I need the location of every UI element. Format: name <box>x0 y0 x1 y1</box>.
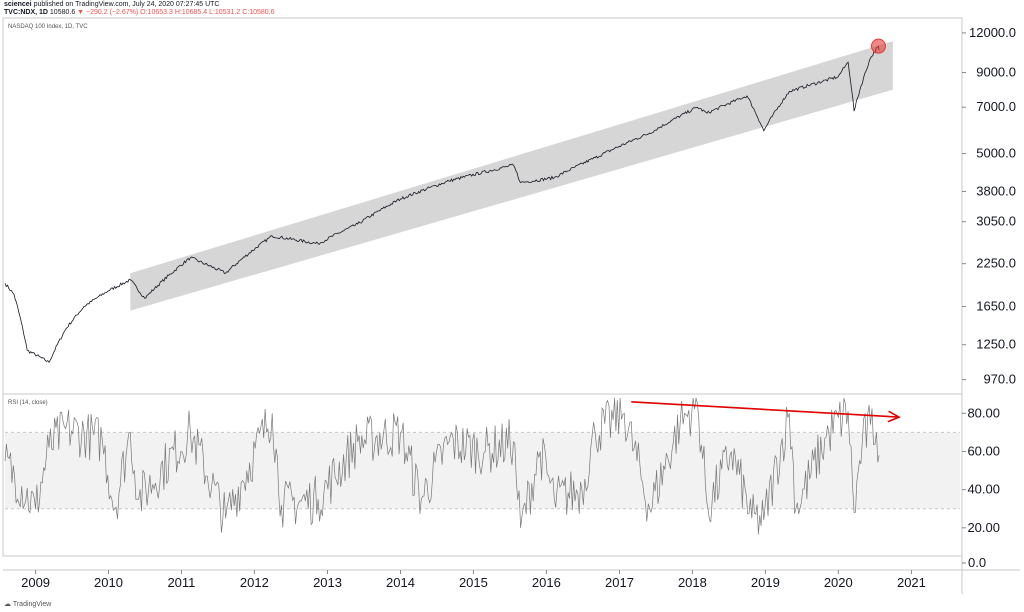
publish-info: sciencei published on TradingView.com, J… <box>4 1 219 8</box>
rsi-axis-label: 0.0 <box>968 555 986 570</box>
publisher-name: sciencei <box>4 1 32 8</box>
time-axis-label: 2017 <box>605 575 634 590</box>
rsi-axis-label: 20.00 <box>967 520 1000 535</box>
rsi-pane-title: RSI (14, close) <box>8 400 48 406</box>
rsi-divergence-arrowhead <box>887 410 901 423</box>
rsi-layer <box>4 397 880 535</box>
channel-layer <box>130 41 893 311</box>
price-axis-label: 1250.0 <box>976 337 1016 352</box>
price-axis-label: 3800.0 <box>976 183 1016 198</box>
brand-label: TradingView <box>12 601 52 608</box>
time-axis-label: 2019 <box>751 575 780 590</box>
price-layer <box>4 45 880 364</box>
time-axis-label: 2011 <box>167 575 195 590</box>
price-axis-label: 2250.0 <box>976 256 1016 271</box>
annotation-layer <box>631 38 901 423</box>
time-axis[interactable]: 2009 2010 2011 2012 2013 2014 2015 2016 2017 2018… <box>21 570 926 590</box>
price-axis-label: 5000.0 <box>976 146 1016 161</box>
open-value: O:10653.3 <box>140 9 173 16</box>
price-axis-label: 7000.0 <box>976 99 1016 114</box>
symbol-info: TVC:NDX, 1D 10580.6 ▼ −290.2 (−2.67%) O:… <box>4 9 275 16</box>
time-axis-label: 2021 <box>897 575 926 590</box>
price-channel <box>130 41 893 311</box>
price-axis-label: 9000.0 <box>976 65 1016 80</box>
time-axis-label: 2016 <box>532 575 561 590</box>
price-axis-label: 12000.0 <box>969 25 1016 40</box>
price-axis-label: 3050.0 <box>976 214 1016 229</box>
rsi-series-line <box>4 397 880 535</box>
rsi-axis-label: 80.00 <box>967 405 1000 420</box>
symbol-name: TVC:NDX, 1D <box>4 9 48 16</box>
rsi-axis[interactable]: 0.0 20.00 40.00 60.00 80.00 <box>962 405 1000 570</box>
close-value: C:10580.6 <box>242 9 275 16</box>
rsi-axis-label: 60.00 <box>967 443 1000 458</box>
publish-date: published on TradingView.com, July 24, 2… <box>33 1 220 8</box>
low-value: L:10531.2 <box>209 9 241 16</box>
time-axis-label: 2013 <box>313 575 342 590</box>
time-axis-label: 2010 <box>94 575 123 590</box>
price-series-line <box>4 45 880 364</box>
price-change: ▼ −290.2 (−2.67%) <box>77 9 139 16</box>
price-axis[interactable]: 970.0 1250.0 1650.0 2250.0 3050.0 3800.0 5000.… <box>962 25 1016 387</box>
rsi-axis-label: 40.00 <box>967 482 1000 497</box>
time-axis-label: 2018 <box>678 575 707 590</box>
time-axis-label: 2015 <box>459 575 488 590</box>
rsi-divergence-line <box>631 401 900 418</box>
price-axis-label: 1650.0 <box>976 298 1016 313</box>
cloud-icon: ☁ <box>4 601 11 608</box>
price-axis-label: 970.0 <box>983 372 1016 387</box>
time-axis-label: 2009 <box>21 575 50 590</box>
price-pane-title: NASDAQ 100 Index, 1D, TVC <box>8 24 88 30</box>
highlight-marker <box>870 38 886 54</box>
time-axis-label: 2014 <box>386 575 415 590</box>
last-price: 10580.6 <box>49 9 76 16</box>
time-axis-label: 2020 <box>824 575 853 590</box>
tradingview-brand[interactable]: ☁ TradingView <box>4 600 51 608</box>
time-axis-label: 2012 <box>240 575 269 590</box>
high-value: H:10685.4 <box>174 9 208 16</box>
